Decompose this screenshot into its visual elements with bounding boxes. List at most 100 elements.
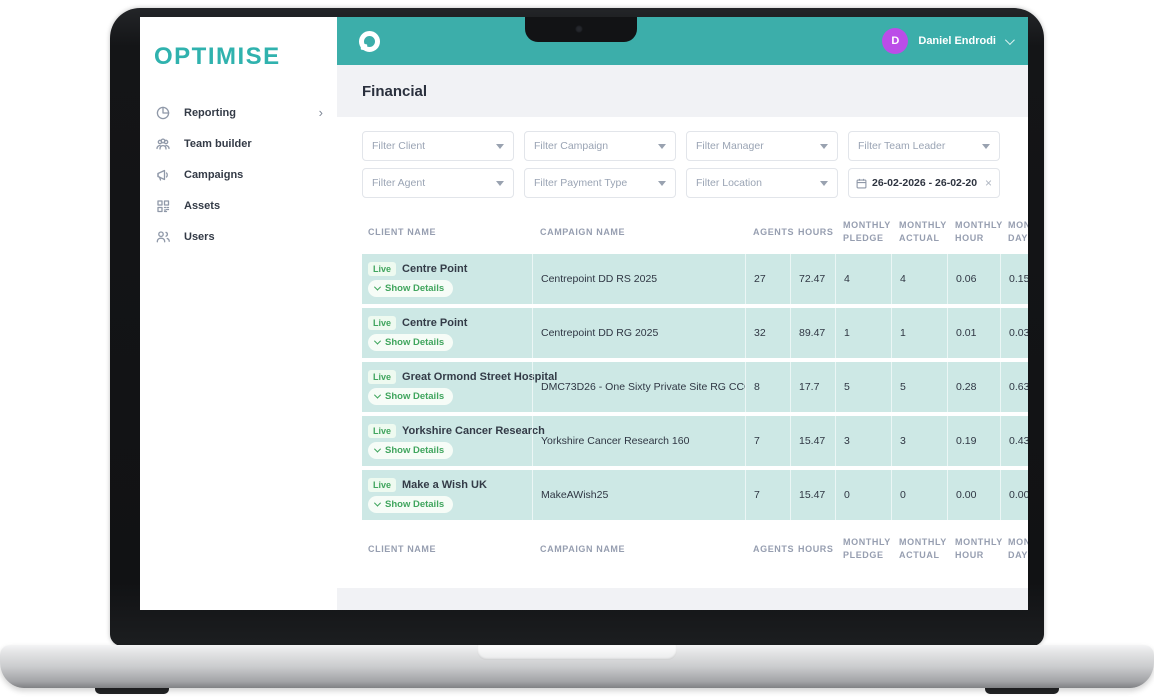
sidebar-item-label: Campaigns: [184, 168, 244, 181]
filter-campaign-dropdown[interactable]: Filter Campaign: [524, 131, 676, 161]
sidebar-item-assets[interactable]: Assets: [140, 190, 337, 221]
filter-location-dropdown[interactable]: Filter Location: [686, 168, 838, 198]
status-badge: Live: [368, 369, 397, 384]
show-details-button[interactable]: Show Details: [368, 441, 454, 459]
filter-manager-dropdown[interactable]: Filter Manager: [686, 131, 838, 161]
campaign-name-cell: DMC73D26 - One Sixty Private Site RG CCC: [532, 362, 745, 412]
column-header-monthly-day: Monthly Day: [1008, 537, 1028, 560]
column-header-monthly-hour: Monthly Hour: [955, 220, 1003, 243]
page-title: Financial: [362, 82, 428, 100]
filter-payment-type-dropdown[interactable]: Filter Payment Type: [524, 168, 676, 198]
chevron-down-icon: [820, 180, 828, 186]
column-header-monthly-actual: Monthly Actual: [899, 220, 947, 243]
chevron-down-icon: [496, 143, 504, 149]
team-icon: [156, 137, 170, 150]
client-line: Live Yorkshire Cancer Research: [368, 423, 545, 438]
megaphone-icon: [157, 169, 168, 181]
laptop-notch: [525, 17, 637, 42]
client-cell: Live Centre Point Show Details: [362, 254, 532, 304]
date-range-picker[interactable]: 26-02-2026 - 26-02-20 ×: [848, 168, 1000, 198]
user-menu[interactable]: D Daniel Endrodi: [882, 28, 1015, 54]
filter-agent-dropdown[interactable]: Filter Agent: [362, 168, 514, 198]
sidebar-item-reporting[interactable]: Reporting ›: [140, 97, 337, 128]
monthly-hour-cell: 0.19: [947, 416, 1000, 466]
client-name: Make a Wish UK: [402, 478, 487, 491]
column-header-campaign-name: Campaign Name: [540, 226, 626, 237]
column-header-agents: Agents: [753, 543, 795, 554]
app-header: D Daniel Endrodi: [337, 17, 1028, 65]
client-cell: Live Great Ormond Street Hospital Show D…: [362, 362, 557, 412]
column-header-client-name: Client Name: [368, 543, 437, 554]
client-name: Yorkshire Cancer Research: [402, 424, 545, 437]
table-row: Live Centre Point Show Details Centrepoi…: [362, 308, 1028, 358]
content-card: Filter Client Filter Campaign Filter Man…: [337, 117, 1028, 588]
client-line: Live Centre Point: [368, 315, 468, 330]
client-line: Live Make a Wish UK: [368, 477, 487, 492]
chevron-down-icon: [820, 143, 828, 149]
laptop-foot: [985, 683, 1059, 694]
laptop-bezel: OPTIMISE Reporting › Team builder Campai…: [110, 8, 1044, 646]
hours-cell: 89.47: [790, 308, 835, 358]
show-details-button[interactable]: Show Details: [368, 387, 454, 405]
filter-placeholder: Filter Campaign: [534, 140, 609, 152]
filters-row-2: Filter Agent Filter Payment Type Filter …: [362, 168, 1028, 198]
monthly-day-cell: 0.15: [1000, 254, 1028, 304]
agents-cell: 7: [745, 470, 790, 520]
client-line: Live Centre Point: [368, 261, 468, 276]
filter-placeholder: Filter Client: [372, 140, 426, 152]
monthly-actual-cell: 5: [891, 362, 947, 412]
column-header-monthly-actual: Monthly Actual: [899, 537, 947, 560]
agents-cell: 27: [745, 254, 790, 304]
show-details-button[interactable]: Show Details: [368, 495, 454, 513]
monthly-pledge-cell: 5: [835, 362, 891, 412]
filter-placeholder: Filter Agent: [372, 177, 426, 189]
qr-code-icon: [157, 199, 170, 212]
client-name: Centre Point: [402, 262, 468, 275]
filter-team-leader-dropdown[interactable]: Filter Team Leader: [848, 131, 1000, 161]
chevron-down-icon: [373, 499, 382, 507]
status-badge: Live: [368, 315, 397, 330]
client-name: Great Ormond Street Hospital: [402, 370, 558, 383]
table-row: Live Centre Point Show Details Centrepoi…: [362, 254, 1028, 304]
chevron-down-icon: [373, 337, 382, 345]
chevron-down-icon: [1004, 34, 1015, 45]
monthly-actual-cell: 4: [891, 254, 947, 304]
hours-cell: 15.47: [790, 470, 835, 520]
filter-client-dropdown[interactable]: Filter Client: [362, 131, 514, 161]
chevron-down-icon: [496, 180, 504, 186]
monthly-hour-cell: 0.28: [947, 362, 1000, 412]
optimise-logo: OPTIMISE: [154, 43, 281, 70]
client-name: Centre Point: [402, 316, 468, 329]
monthly-pledge-cell: 3: [835, 416, 891, 466]
campaign-name-cell: Yorkshire Cancer Research 160: [532, 416, 745, 466]
table-row: Live Yorkshire Cancer Research Show Deta…: [362, 416, 1028, 466]
agents-cell: 32: [745, 308, 790, 358]
chevron-down-icon: [982, 143, 990, 149]
show-details-label: Show Details: [385, 336, 445, 348]
monthly-pledge-cell: 1: [835, 308, 891, 358]
monthly-actual-cell: 1: [891, 308, 947, 358]
sidebar-item-team-builder[interactable]: Team builder: [140, 128, 337, 159]
hours-cell: 17.7: [790, 362, 835, 412]
show-details-button[interactable]: Show Details: [368, 333, 454, 351]
close-icon[interactable]: ×: [984, 176, 992, 190]
users-icon: [156, 230, 170, 242]
show-details-button[interactable]: Show Details: [368, 279, 454, 297]
monthly-pledge-cell: 4: [835, 254, 891, 304]
table-row: Live Make a Wish UK Show Details MakeAWi…: [362, 470, 1028, 520]
chevron-down-icon: [373, 391, 382, 399]
column-header-monthly-pledge: Monthly Pledge: [843, 537, 891, 560]
monthly-day-cell: 0.03: [1000, 308, 1028, 358]
campaign-name-cell: Centrepoint DD RG 2025: [532, 308, 745, 358]
sidebar-item-campaigns[interactable]: Campaigns: [140, 159, 337, 190]
column-header-client-name: Client Name: [368, 226, 437, 237]
calendar-icon: [856, 178, 867, 188]
sidebar-item-users[interactable]: Users: [140, 221, 337, 252]
laptop-base: [0, 645, 1154, 688]
agents-cell: 8: [745, 362, 790, 412]
column-header-agents: Agents: [753, 226, 795, 237]
chevron-down-icon: [658, 143, 666, 149]
chevron-down-icon: [373, 283, 382, 291]
column-header-monthly-hour: Monthly Hour: [955, 537, 1003, 560]
monthly-actual-cell: 0: [891, 470, 947, 520]
